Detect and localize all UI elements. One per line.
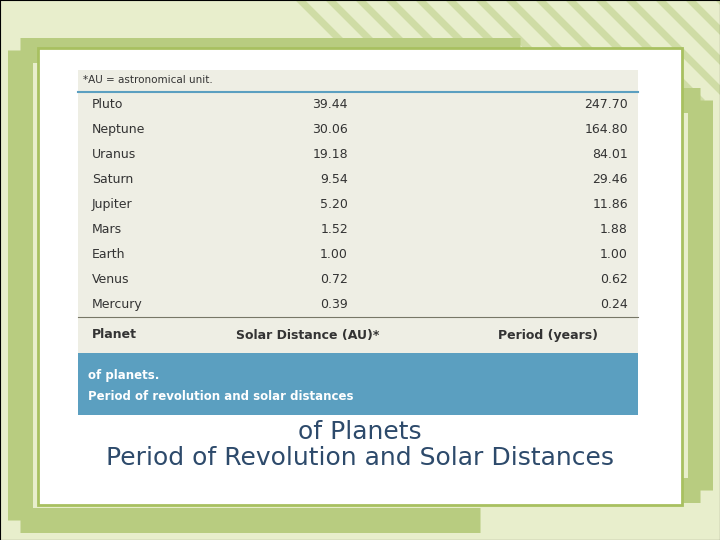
Text: Period (years): Period (years) — [498, 328, 598, 341]
Text: Saturn: Saturn — [92, 173, 133, 186]
Text: 30.06: 30.06 — [312, 123, 348, 136]
Bar — [78, 70, 638, 353]
Text: Jupiter: Jupiter — [92, 198, 132, 211]
Text: 29.46: 29.46 — [593, 173, 628, 186]
Text: 1.00: 1.00 — [600, 248, 628, 261]
Text: 0.62: 0.62 — [600, 273, 628, 286]
Text: 1.00: 1.00 — [320, 248, 348, 261]
Text: Period of Revolution and Solar Distances: Period of Revolution and Solar Distances — [106, 446, 614, 470]
Text: *AU = astronomical unit.: *AU = astronomical unit. — [83, 75, 212, 85]
Text: Mercury: Mercury — [92, 298, 143, 311]
Text: Planet: Planet — [92, 328, 137, 341]
Text: 1.52: 1.52 — [320, 223, 348, 236]
Text: 0.24: 0.24 — [600, 298, 628, 311]
Text: Venus: Venus — [92, 273, 130, 286]
Text: Uranus: Uranus — [92, 148, 136, 161]
Text: 9.54: 9.54 — [320, 173, 348, 186]
Bar — [38, 48, 682, 505]
Text: of Planets: of Planets — [298, 420, 422, 444]
Text: 11.86: 11.86 — [593, 198, 628, 211]
Text: 1.88: 1.88 — [600, 223, 628, 236]
Text: 247.70: 247.70 — [584, 98, 628, 111]
Text: Pluto: Pluto — [92, 98, 123, 111]
Text: 164.80: 164.80 — [585, 123, 628, 136]
Text: Solar Distance (AU)*: Solar Distance (AU)* — [236, 328, 379, 341]
Text: Neptune: Neptune — [92, 123, 145, 136]
Text: Period of revolution and solar distances: Period of revolution and solar distances — [88, 390, 354, 403]
Text: Mars: Mars — [92, 223, 122, 236]
Bar — [78, 353, 638, 415]
Text: 5.20: 5.20 — [320, 198, 348, 211]
Text: Earth: Earth — [92, 248, 125, 261]
Text: of planets.: of planets. — [88, 368, 159, 381]
Text: 84.01: 84.01 — [593, 148, 628, 161]
Text: 0.39: 0.39 — [320, 298, 348, 311]
Text: 19.18: 19.18 — [312, 148, 348, 161]
Text: 0.72: 0.72 — [320, 273, 348, 286]
Text: 39.44: 39.44 — [312, 98, 348, 111]
